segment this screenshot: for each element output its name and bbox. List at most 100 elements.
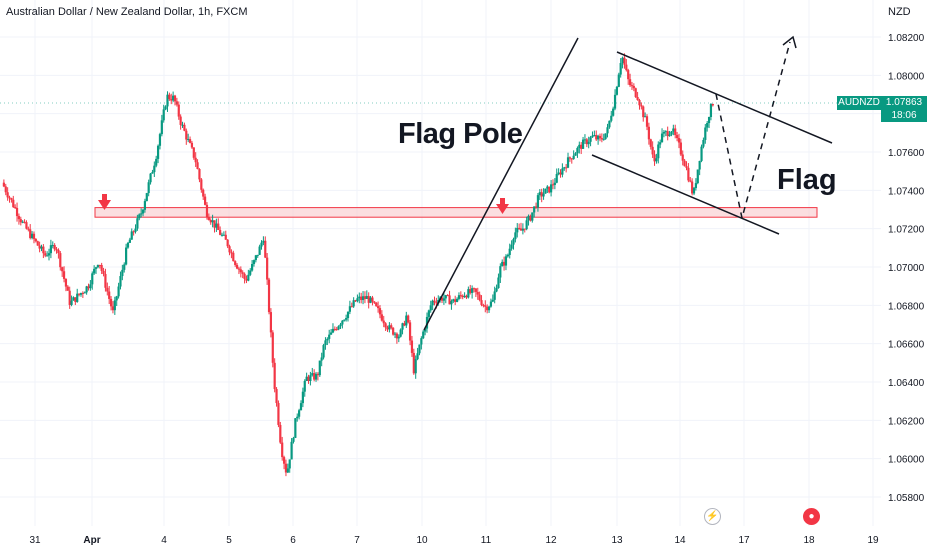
candle-body	[375, 302, 378, 307]
candle-body	[281, 442, 284, 458]
candle-body	[66, 286, 69, 291]
candle-body	[177, 104, 180, 117]
candle-body	[298, 410, 301, 417]
x-tick-label: 12	[545, 535, 557, 546]
candle-body	[36, 241, 39, 246]
candle-body	[290, 441, 293, 460]
candle-body	[390, 325, 393, 328]
candle-body	[367, 295, 370, 303]
candle-body	[320, 357, 323, 361]
candle-body	[692, 188, 696, 194]
candle-body	[546, 186, 549, 189]
candle-body	[284, 463, 288, 473]
candle-body	[559, 172, 562, 175]
candle-body	[4, 186, 7, 193]
candle-body	[474, 288, 477, 292]
candle-body	[700, 146, 703, 161]
globe-icon[interactable]: ●	[803, 508, 820, 525]
candle-body	[27, 228, 30, 230]
candle-body	[115, 296, 118, 301]
candle-body	[467, 289, 470, 298]
candle-body	[239, 269, 242, 273]
candle-body	[224, 234, 227, 240]
candle-body	[563, 167, 566, 169]
candle-body	[424, 328, 427, 332]
candle-body	[70, 300, 73, 305]
candle-body	[401, 323, 404, 330]
candle-body	[166, 94, 169, 107]
x-tick-label: 14	[674, 535, 686, 546]
candle-body	[521, 228, 524, 231]
candle-body	[143, 201, 147, 210]
candle-body	[93, 268, 96, 274]
arrow-down-icon	[98, 194, 111, 210]
candle-body	[531, 212, 534, 221]
candle-body	[647, 126, 650, 140]
candle-body	[234, 261, 237, 265]
candle-body	[666, 131, 669, 137]
candle-body	[617, 74, 620, 87]
candle-body	[252, 260, 256, 265]
candle-body	[205, 204, 209, 218]
candle-body	[348, 306, 351, 312]
candle-body	[542, 193, 545, 197]
candle-body	[371, 297, 374, 302]
x-tick-label: 4	[161, 535, 167, 546]
candle-body	[68, 290, 71, 305]
candle-body	[313, 373, 316, 380]
candle-body	[585, 139, 588, 145]
candle-body	[566, 157, 570, 168]
candle-body	[94, 267, 98, 269]
x-tick-label: 18	[803, 535, 815, 546]
candle-body	[6, 192, 9, 198]
candle-body	[309, 375, 312, 381]
candle-body	[350, 306, 353, 308]
candle-body	[655, 158, 658, 162]
candle-body	[572, 155, 575, 159]
candle-body	[42, 246, 45, 254]
candle-body	[536, 195, 540, 208]
candle-body	[132, 231, 135, 233]
candle-body	[463, 295, 466, 298]
candle-body	[501, 261, 504, 267]
candle-body	[448, 295, 451, 305]
x-tick-label: 31	[29, 535, 41, 546]
candle-body	[34, 238, 37, 242]
candle-body	[198, 169, 201, 180]
y-tick-label: 1.06600	[888, 340, 925, 351]
candle-body	[267, 279, 271, 313]
candle-body	[418, 344, 421, 354]
candle-body	[704, 127, 707, 140]
candle-body	[644, 116, 647, 118]
x-tick-label: 7	[354, 535, 360, 546]
candle-body	[32, 233, 36, 239]
candle-body	[230, 252, 233, 254]
candle-body	[211, 220, 214, 223]
candle-body	[602, 138, 605, 140]
candle-body	[508, 248, 511, 255]
candle-body	[634, 88, 637, 97]
candle-body	[553, 182, 556, 185]
candle-body	[188, 139, 192, 143]
candle-body	[683, 160, 686, 167]
lightning-icon[interactable]: ⚡	[704, 508, 721, 525]
candle-body	[64, 278, 68, 287]
candle-body	[346, 311, 350, 319]
y-tick-label: 1.07400	[888, 186, 925, 197]
candle-body	[702, 139, 705, 147]
candle-body	[649, 139, 652, 147]
candle-body	[674, 128, 677, 136]
candle-body	[399, 329, 402, 337]
candle-body	[264, 240, 267, 258]
candle-body	[162, 109, 165, 121]
candle-body	[465, 295, 468, 298]
candle-body	[504, 256, 508, 266]
candle-body	[266, 257, 269, 280]
price-badge: 1.07863 18:06	[881, 96, 927, 122]
candle-body	[2, 182, 5, 187]
y-tick-label: 1.08000	[888, 71, 925, 82]
candle-body	[57, 249, 60, 254]
candle-body	[706, 123, 709, 128]
arrow-down-icon	[496, 198, 509, 214]
